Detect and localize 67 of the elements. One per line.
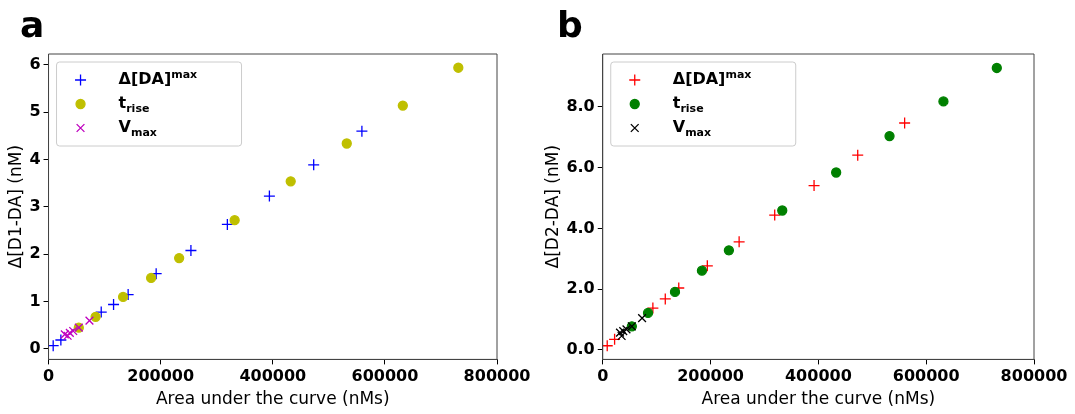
y-tick-label: 4 <box>29 148 41 168</box>
y-tick-label: 5 <box>29 101 41 121</box>
point <box>777 205 788 216</box>
point <box>90 311 101 322</box>
y-axis-title: Δ[D2-DA] (nM) <box>541 144 562 269</box>
y-tick-label: 3 <box>29 196 41 216</box>
point <box>95 305 108 319</box>
point <box>991 62 1002 74</box>
point <box>898 116 911 130</box>
x-axis-title: Area under the curve (nMs) <box>155 388 390 409</box>
point <box>263 189 276 203</box>
point <box>54 333 68 347</box>
chart-title: a <box>20 4 45 46</box>
point <box>355 125 369 138</box>
point <box>285 176 296 187</box>
point <box>174 252 185 264</box>
y-axis-title: Δ[D1-DA] (nM) <box>4 144 25 269</box>
point <box>117 291 129 303</box>
x-tick-label: 800000 <box>1000 366 1068 386</box>
x-tick-label: 600000 <box>351 366 419 386</box>
point <box>732 235 746 248</box>
point <box>602 339 614 352</box>
chart-title: b <box>557 4 583 46</box>
point <box>453 62 464 73</box>
point <box>646 301 660 315</box>
point <box>851 149 864 162</box>
point <box>884 130 895 142</box>
point <box>768 208 781 222</box>
y-tick-label: 0.0 <box>566 339 595 359</box>
point <box>807 179 821 192</box>
x-tick-label: 600000 <box>892 366 960 386</box>
x-tick-label: 800000 <box>463 366 531 386</box>
y-tick-label: 6 <box>29 54 41 74</box>
point <box>221 218 234 231</box>
point <box>341 138 352 149</box>
point <box>831 167 842 178</box>
x-tick-label: 200000 <box>127 366 195 386</box>
point <box>659 292 672 306</box>
x-tick-label: 400000 <box>239 366 307 386</box>
x-axis-title: Area under the curve (nMs) <box>701 388 936 409</box>
x-tick-label: 200000 <box>677 366 744 386</box>
point <box>701 259 714 272</box>
point <box>696 265 708 276</box>
point <box>145 272 157 284</box>
point <box>642 307 654 319</box>
y-tick-label: 6.0 <box>566 156 595 176</box>
point <box>669 286 681 298</box>
point <box>84 316 94 326</box>
y-tick-label: 2.0 <box>566 278 595 298</box>
y-tick-label: 8.0 <box>566 96 595 116</box>
point <box>637 313 647 323</box>
point <box>48 339 60 352</box>
y-tick-label: 0 <box>29 338 41 358</box>
y-tick-label: 2 <box>29 243 41 263</box>
x-tick-label: 400000 <box>784 366 852 386</box>
x-tick-label: 0 <box>42 366 55 386</box>
x-tick-label: 0 <box>597 366 609 386</box>
point <box>938 96 949 107</box>
point <box>184 244 198 257</box>
point <box>608 333 621 346</box>
y-tick-label: 4.0 <box>566 217 595 237</box>
point <box>307 158 320 171</box>
y-tick-label: 1 <box>29 290 41 310</box>
point <box>397 100 408 111</box>
point <box>229 215 240 226</box>
point <box>107 298 120 311</box>
point <box>723 245 735 256</box>
